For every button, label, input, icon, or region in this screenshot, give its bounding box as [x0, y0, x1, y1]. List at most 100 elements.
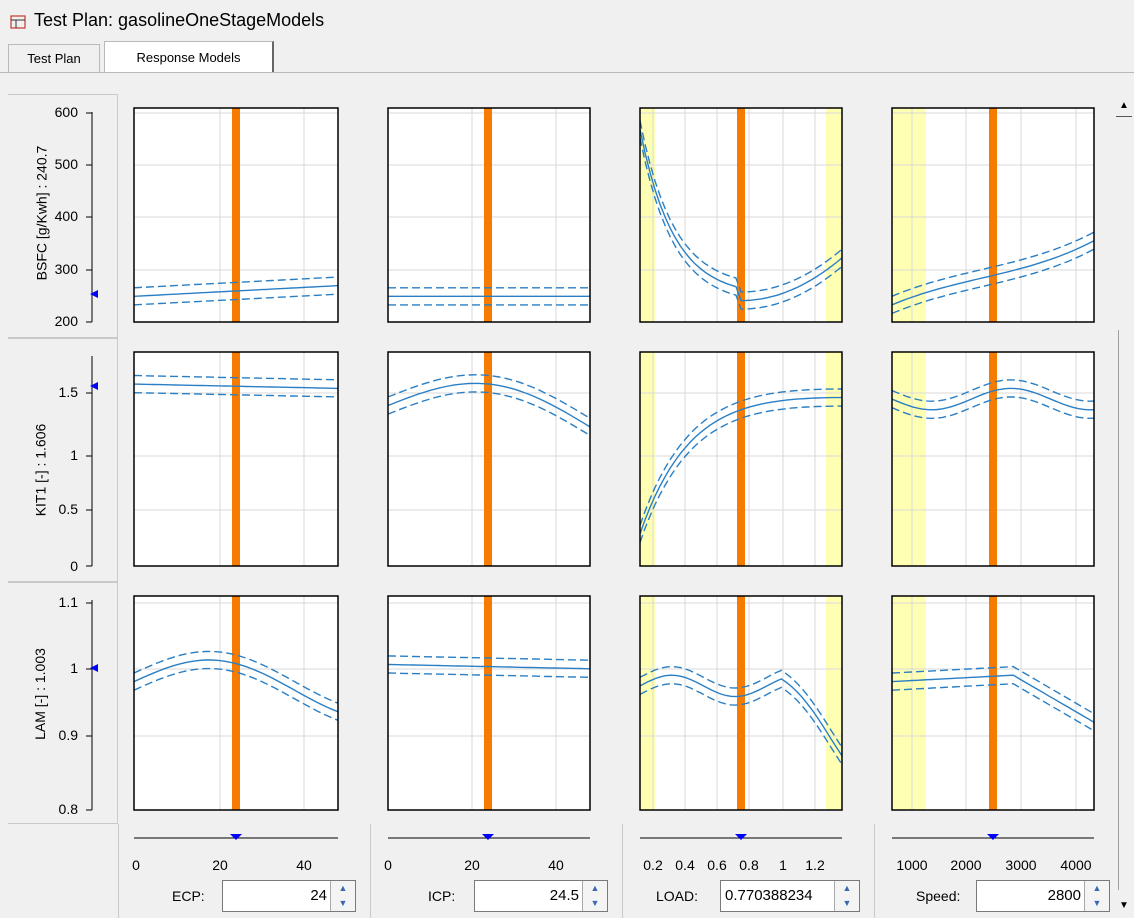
- model-curve: [133, 276, 339, 289]
- y-tick: 1.1: [58, 594, 78, 610]
- spin-down-icon[interactable]: ▼: [338, 898, 348, 908]
- y-tick: 0.9: [58, 727, 78, 743]
- scroll-up-icon[interactable]: ▲: [1119, 100, 1129, 111]
- x-tick: 3000: [1005, 857, 1037, 873]
- factor-input-speed[interactable]: 2800 ▲ ▼: [976, 880, 1110, 912]
- model-curve: [133, 374, 339, 381]
- factor-value: 0.770388234: [725, 887, 813, 904]
- cursor-line: [737, 352, 745, 566]
- separator: [874, 824, 876, 918]
- model-curve: [891, 231, 1095, 297]
- y-tick: 400: [54, 208, 78, 224]
- factor-label-ecp: ECP:: [172, 888, 205, 904]
- model-curve: [639, 674, 843, 757]
- factor-slider-ecp: [230, 834, 242, 840]
- spin-up-icon[interactable]: ▲: [842, 883, 852, 893]
- tab-test-plan[interactable]: Test Plan: [8, 44, 100, 72]
- excluded-region: [640, 596, 655, 810]
- tab-label: Response Models: [136, 50, 241, 65]
- model-curve: [387, 655, 591, 661]
- plot-frame: [891, 107, 1095, 323]
- model-curve: [891, 387, 1095, 411]
- tab-divider: [0, 72, 1134, 73]
- x-tick: 1: [779, 857, 787, 873]
- model-curve: [891, 248, 1095, 315]
- separator: [622, 824, 624, 918]
- x-tick: 0.4: [675, 857, 695, 873]
- y-tick: 1: [70, 447, 78, 463]
- x-tick: 20: [464, 857, 480, 873]
- y-tick: 0.8: [58, 801, 78, 817]
- x-tick: 20: [212, 857, 228, 873]
- excluded-region: [640, 108, 655, 322]
- separator: [118, 824, 120, 918]
- factor-input-load[interactable]: 0.770388234 ▲ ▼: [720, 880, 860, 912]
- plot-frame: [387, 595, 591, 811]
- y-axis-panel-lam: [8, 582, 118, 824]
- x-tick: 0.8: [739, 857, 759, 873]
- model-curve: [891, 682, 1095, 732]
- cursor-line: [737, 108, 745, 322]
- separator: [370, 824, 372, 918]
- tab-label: Test Plan: [27, 51, 81, 66]
- tab-response-models[interactable]: Response Models: [104, 41, 274, 73]
- cursor-line: [232, 596, 240, 810]
- model-curve: [133, 659, 339, 713]
- plot-frame: [639, 107, 843, 323]
- y-tick: 1.5: [58, 384, 78, 400]
- excluded-region: [892, 352, 926, 566]
- cursor-line: [989, 596, 997, 810]
- model-curve: [639, 129, 843, 302]
- factor-input-icp[interactable]: 24.5 ▲ ▼: [474, 880, 608, 912]
- spin-up-icon[interactable]: ▲: [338, 883, 348, 893]
- spin-down-icon[interactable]: ▼: [842, 898, 852, 908]
- y-tick: 0.5: [58, 501, 78, 517]
- factor-value: 24.5: [549, 887, 579, 904]
- current-value-marker: [90, 664, 98, 672]
- x-tick: 40: [296, 857, 312, 873]
- plot-frame: [387, 107, 591, 323]
- model-curve: [639, 405, 842, 543]
- y-axis-panel-bsfc: [8, 94, 118, 338]
- current-value-marker: [90, 290, 98, 298]
- scrollbar-thumb[interactable]: [1118, 330, 1133, 890]
- y-tick: 0: [70, 558, 78, 574]
- window-title: Test Plan: gasolineOneStageModels: [34, 10, 325, 30]
- spinner-buttons[interactable]: ▲ ▼: [834, 881, 859, 911]
- excluded-region: [826, 108, 842, 322]
- x-tick: 0.2: [643, 857, 663, 873]
- cursor-line: [484, 596, 492, 810]
- x-tick: 1000: [896, 857, 928, 873]
- y-tick: 500: [54, 156, 78, 172]
- model-curve: [133, 650, 339, 704]
- model-curve: [639, 388, 842, 526]
- current-value-marker: [90, 382, 98, 390]
- factor-value: 24: [310, 887, 327, 904]
- spinner-buttons[interactable]: ▲ ▼: [582, 881, 607, 911]
- x-tick: 0: [384, 857, 392, 873]
- plot-frame: [639, 351, 843, 567]
- model-curve: [133, 383, 339, 390]
- plot-frame: [639, 595, 843, 811]
- spinner-buttons[interactable]: ▲ ▼: [1084, 881, 1109, 911]
- factor-label-speed: Speed:: [916, 888, 961, 904]
- factor-input-ecp[interactable]: 24 ▲ ▼: [222, 880, 356, 912]
- model-curve: [639, 396, 843, 535]
- plot-frame: [133, 351, 339, 567]
- scroll-down-icon[interactable]: ▼: [1119, 900, 1129, 911]
- model-curve: [639, 137, 843, 310]
- plot-frame: [133, 107, 339, 323]
- cursor-line: [484, 108, 492, 322]
- spin-up-icon[interactable]: ▲: [590, 883, 600, 893]
- spin-down-icon[interactable]: ▼: [1092, 898, 1102, 908]
- spin-up-icon[interactable]: ▲: [1092, 883, 1102, 893]
- model-curve: [639, 120, 843, 293]
- model-curve: [133, 284, 339, 297]
- plot-frame: [133, 595, 339, 811]
- spinner-buttons[interactable]: ▲ ▼: [330, 881, 355, 911]
- cursor-line: [737, 596, 745, 810]
- x-tick: 0.6: [707, 857, 727, 873]
- spin-down-icon[interactable]: ▼: [590, 898, 600, 908]
- vertical-scrollbar[interactable]: [1114, 94, 1134, 918]
